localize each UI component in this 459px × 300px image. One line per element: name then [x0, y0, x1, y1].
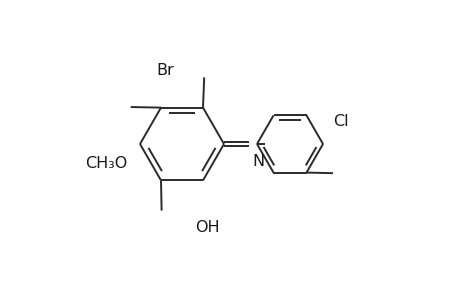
- Text: CH₃O: CH₃O: [85, 156, 127, 171]
- Text: N: N: [252, 154, 263, 169]
- Text: OH: OH: [195, 220, 220, 236]
- Text: Cl: Cl: [333, 114, 348, 129]
- Text: Br: Br: [156, 63, 174, 78]
